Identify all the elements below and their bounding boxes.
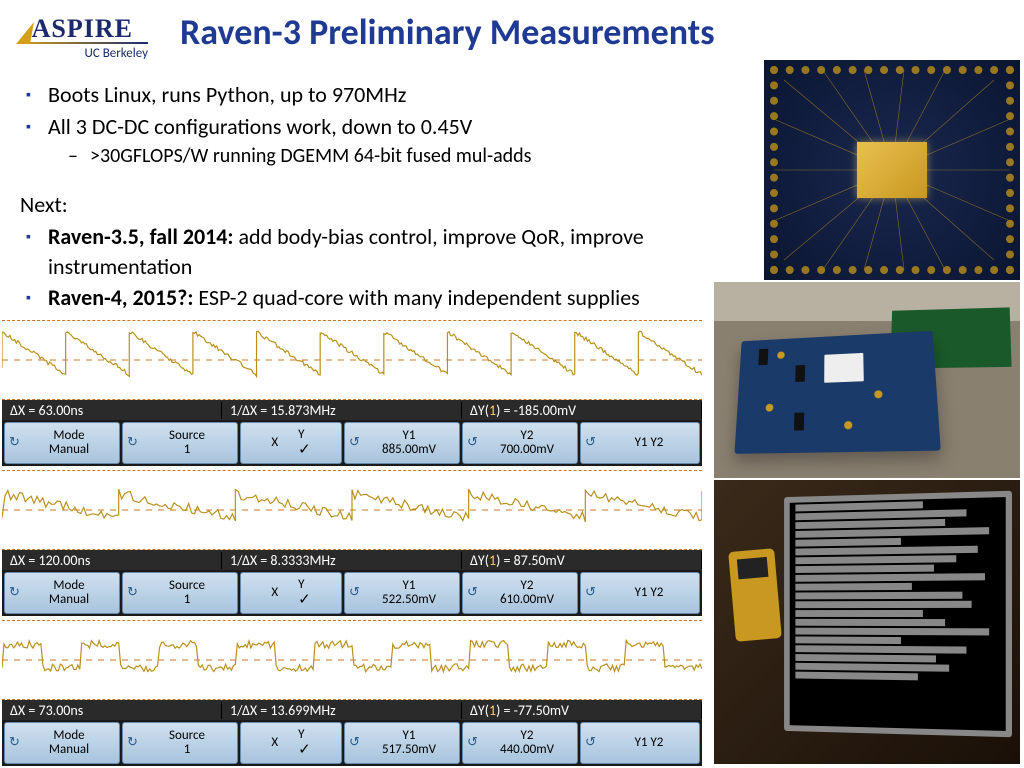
bullet-bold: Raven-4, 2015?:	[48, 284, 193, 311]
scope-button-bar: ↻ModeManual ↻Source1 XY✓ ↺Y1522.50mV ↺Y2…	[2, 570, 702, 616]
bullet-item: Raven-3.5, fall 2014: add body-bias cont…	[20, 222, 720, 281]
scope-measure-bar: ΔX = 73.00ns 1/ΔX = 13.699MHz ΔY(1) = -7…	[2, 700, 702, 720]
page-title: Raven-3 Preliminary Measurements	[180, 10, 715, 54]
scope-panel-3: ΔX = 73.00ns 1/ΔX = 13.699MHz ΔY(1) = -7…	[2, 620, 702, 766]
logo-subtitle: UC Berkeley	[18, 46, 148, 61]
y1-button[interactable]: ↺Y1885.00mV	[344, 422, 460, 464]
scope-panel-2: ΔX = 120.00ns 1/ΔX = 8.3333MHz ΔY(1) = 8…	[2, 470, 702, 616]
source-button[interactable]: ↻Source1	[122, 722, 238, 764]
inv-delta-x-readout: 1/ΔX = 8.3333MHz	[222, 552, 462, 569]
refresh-icon: ↻	[127, 436, 138, 450]
scope-measure-bar: ΔX = 120.00ns 1/ΔX = 8.3333MHz ΔY(1) = 8…	[2, 550, 702, 570]
source-button[interactable]: ↻Source1	[122, 572, 238, 614]
multimeter-icon	[728, 548, 782, 642]
refresh-icon: ↻	[9, 586, 20, 600]
refresh-icon: ↺	[467, 736, 478, 750]
next-heading: Next:	[20, 190, 720, 220]
bullet-rest: ESP-2 quad-core with many independent su…	[193, 284, 639, 311]
sub-bullet-item: >30GFLOPS/W running DGEMM 64-bit fused m…	[20, 143, 720, 170]
bullet-item: Boots Linux, runs Python, up to 970MHz	[20, 80, 720, 110]
delta-y-readout: ΔY(1) = -185.00mV	[462, 402, 702, 419]
laptop-terminal-photo	[714, 480, 1020, 764]
mode-button[interactable]: ↻ModeManual	[4, 722, 120, 764]
refresh-icon: ↺	[467, 436, 478, 450]
check-icon: ✓	[298, 741, 311, 759]
y2-button[interactable]: ↺Y2440.00mV	[462, 722, 578, 764]
y1y2-button[interactable]: ↺Y1 Y2	[580, 422, 700, 464]
source-button[interactable]: ↻Source1	[122, 422, 238, 464]
y1y2-button[interactable]: ↺Y1 Y2	[580, 572, 700, 614]
refresh-icon: ↺	[349, 736, 360, 750]
scope-panel-1: ΔX = 63.00ns 1/ΔX = 15.873MHz ΔY(1) = -1…	[2, 320, 702, 466]
y1-button[interactable]: ↺Y1522.50mV	[344, 572, 460, 614]
refresh-icon: ↺	[349, 586, 360, 600]
y2-button[interactable]: ↺Y2610.00mV	[462, 572, 578, 614]
mode-button[interactable]: ↻ModeManual	[4, 422, 120, 464]
bullet-item: Raven-4, 2015?: ESP-2 quad-core with man…	[20, 283, 720, 313]
inv-delta-x-readout: 1/ΔX = 15.873MHz	[222, 402, 462, 419]
y1-button[interactable]: ↺Y1517.50mV	[344, 722, 460, 764]
mode-button[interactable]: ↻ModeManual	[4, 572, 120, 614]
refresh-icon: ↻	[127, 586, 138, 600]
scope-measure-bar: ΔX = 63.00ns 1/ΔX = 15.873MHz ΔY(1) = -1…	[2, 400, 702, 420]
refresh-icon: ↻	[127, 736, 138, 750]
delta-x-readout: ΔX = 73.00ns	[2, 702, 222, 719]
refresh-icon: ↺	[585, 436, 596, 450]
content-body: Boots Linux, runs Python, up to 970MHz A…	[20, 80, 720, 315]
delta-y-readout: ΔY(1) = 87.50mV	[462, 552, 702, 569]
delta-y-readout: ΔY(1) = -77.50mV	[462, 702, 702, 719]
y2-button[interactable]: ↺Y2700.00mV	[462, 422, 578, 464]
xy-button[interactable]: XY✓	[240, 722, 342, 764]
pcb-board-photo	[714, 282, 1020, 478]
check-icon: ✓	[298, 441, 311, 459]
refresh-icon: ↺	[585, 736, 596, 750]
delta-x-readout: ΔX = 120.00ns	[2, 552, 222, 569]
chip-die-photo	[764, 60, 1020, 280]
logo-text: ASPIRE	[32, 14, 133, 43]
xy-button[interactable]: XY✓	[240, 572, 342, 614]
bullet-item: All 3 DC-DC configurations work, down to…	[20, 112, 720, 142]
inv-delta-x-readout: 1/ΔX = 13.699MHz	[222, 702, 462, 719]
refresh-icon: ↻	[9, 736, 20, 750]
aspire-logo: ASPIRE UC Berkeley	[18, 14, 148, 61]
scope-button-bar: ↻ModeManual ↻Source1 XY✓ ↺Y1885.00mV ↺Y2…	[2, 420, 702, 466]
scope-button-bar: ↻ModeManual ↻Source1 XY✓ ↺Y1517.50mV ↺Y2…	[2, 720, 702, 766]
y1y2-button[interactable]: ↺Y1 Y2	[580, 722, 700, 764]
xy-button[interactable]: XY✓	[240, 422, 342, 464]
refresh-icon: ↺	[349, 436, 360, 450]
check-icon: ✓	[298, 591, 311, 609]
refresh-icon: ↺	[467, 586, 478, 600]
refresh-icon: ↺	[585, 586, 596, 600]
delta-x-readout: ΔX = 63.00ns	[2, 402, 222, 419]
bullet-bold: Raven-3.5, fall 2014:	[48, 223, 234, 250]
refresh-icon: ↻	[9, 436, 20, 450]
